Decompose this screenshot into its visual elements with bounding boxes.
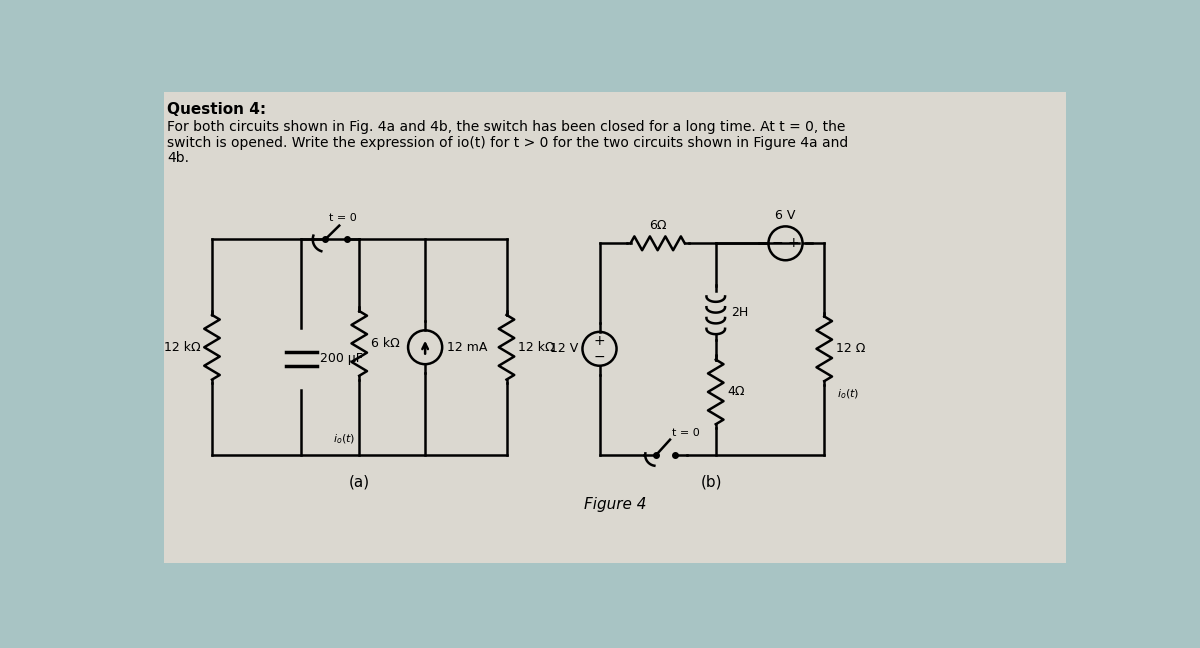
Text: t = 0: t = 0 [672, 428, 700, 438]
Text: $i_o(t)$: $i_o(t)$ [836, 388, 859, 401]
Text: 200 μF: 200 μF [320, 353, 364, 365]
Text: 12 kΩ: 12 kΩ [163, 341, 200, 354]
Text: Figure 4: Figure 4 [583, 498, 647, 513]
Text: t = 0: t = 0 [329, 213, 356, 222]
Text: switch is opened. Write the expression of io(t) for t > 0 for the two circuits s: switch is opened. Write the expression o… [167, 135, 848, 150]
Text: 6 V: 6 V [775, 209, 796, 222]
Text: 6Ω: 6Ω [649, 219, 666, 232]
Text: 12 V: 12 V [551, 342, 578, 355]
Text: 6 kΩ: 6 kΩ [371, 337, 400, 350]
Text: $i_o(t)$: $i_o(t)$ [334, 432, 355, 446]
Text: +: + [594, 334, 605, 348]
FancyBboxPatch shape [164, 91, 1066, 563]
Text: 2H: 2H [731, 306, 749, 319]
Text: 12 mA: 12 mA [446, 341, 487, 354]
Text: For both circuits shown in Fig. 4a and 4b, the switch has been closed for a long: For both circuits shown in Fig. 4a and 4… [167, 120, 846, 134]
Text: −: − [594, 349, 605, 364]
Text: Question 4:: Question 4: [167, 102, 271, 117]
Text: 4Ω: 4Ω [727, 386, 745, 399]
Text: +: + [787, 237, 799, 250]
Text: 12 Ω: 12 Ω [836, 342, 865, 355]
Text: 12 kΩ: 12 kΩ [518, 341, 554, 354]
Text: (b): (b) [701, 474, 722, 489]
Text: (a): (a) [349, 474, 370, 489]
Text: −: − [772, 237, 784, 250]
Text: 4b.: 4b. [167, 151, 190, 165]
